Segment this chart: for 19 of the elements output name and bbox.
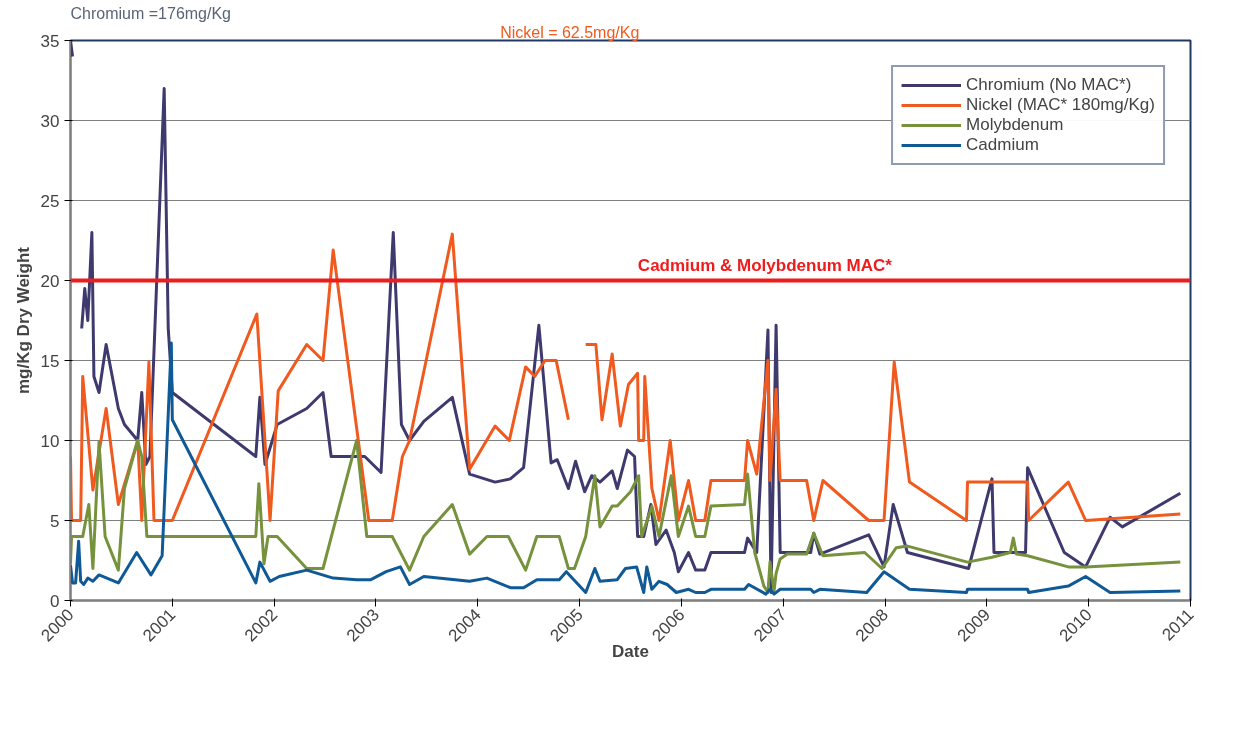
legend-label: Cadmium <box>966 135 1039 155</box>
line-series <box>70 439 1182 594</box>
y-tick-label: 20 <box>40 271 60 291</box>
y-tick-label: 10 <box>40 431 60 451</box>
y-tick-label: 15 <box>40 351 60 371</box>
text: Chromium =176mg/Kg <box>70 4 232 22</box>
y-tick-label: 25 <box>40 191 60 211</box>
y-tick-label: 30 <box>40 111 60 131</box>
legend-label: Chromium (No MAC*) <box>966 75 1132 95</box>
legend-label: Nickel (MAC* 180mg/Kg) <box>966 95 1155 115</box>
line-series <box>70 341 1182 596</box>
y-tick-label: 5 <box>50 511 60 531</box>
legend-label: Molybdenum <box>966 115 1064 135</box>
x-axis-title: Date <box>612 641 649 661</box>
ref-line-label: Cadmium & Molybdenum MAC* <box>637 255 893 275</box>
y-axis-title: mg/Kg Dry Weight <box>13 246 33 395</box>
y-tick-label: 35 <box>40 31 60 51</box>
annotation: Nickel = 62.5mg/Kg <box>500 23 640 41</box>
y-tick-label: 0 <box>50 591 60 611</box>
